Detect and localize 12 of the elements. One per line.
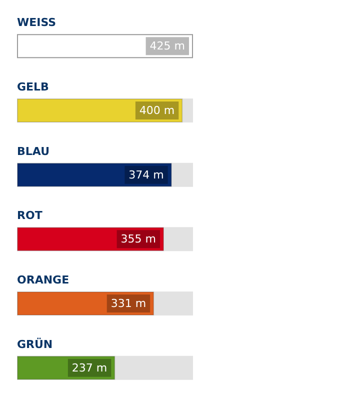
data-label: 355 m	[120, 232, 156, 246]
data-label: 331 m	[110, 297, 146, 310]
y-tick-label: GELB	[17, 80, 49, 94]
data-label: 400 m	[139, 104, 175, 117]
y-tick-label: WEISS	[17, 16, 56, 30]
y-tick-label: ORANGE	[17, 274, 70, 286]
data-label: 237 m	[72, 361, 108, 374]
data-label: 425 m	[150, 40, 185, 53]
y-tick-label: ROT	[17, 209, 43, 222]
y-tick-label: BLAU	[17, 144, 50, 158]
data-label: 374 m	[128, 168, 164, 182]
y-tick-label: GRÜN	[17, 336, 53, 351]
